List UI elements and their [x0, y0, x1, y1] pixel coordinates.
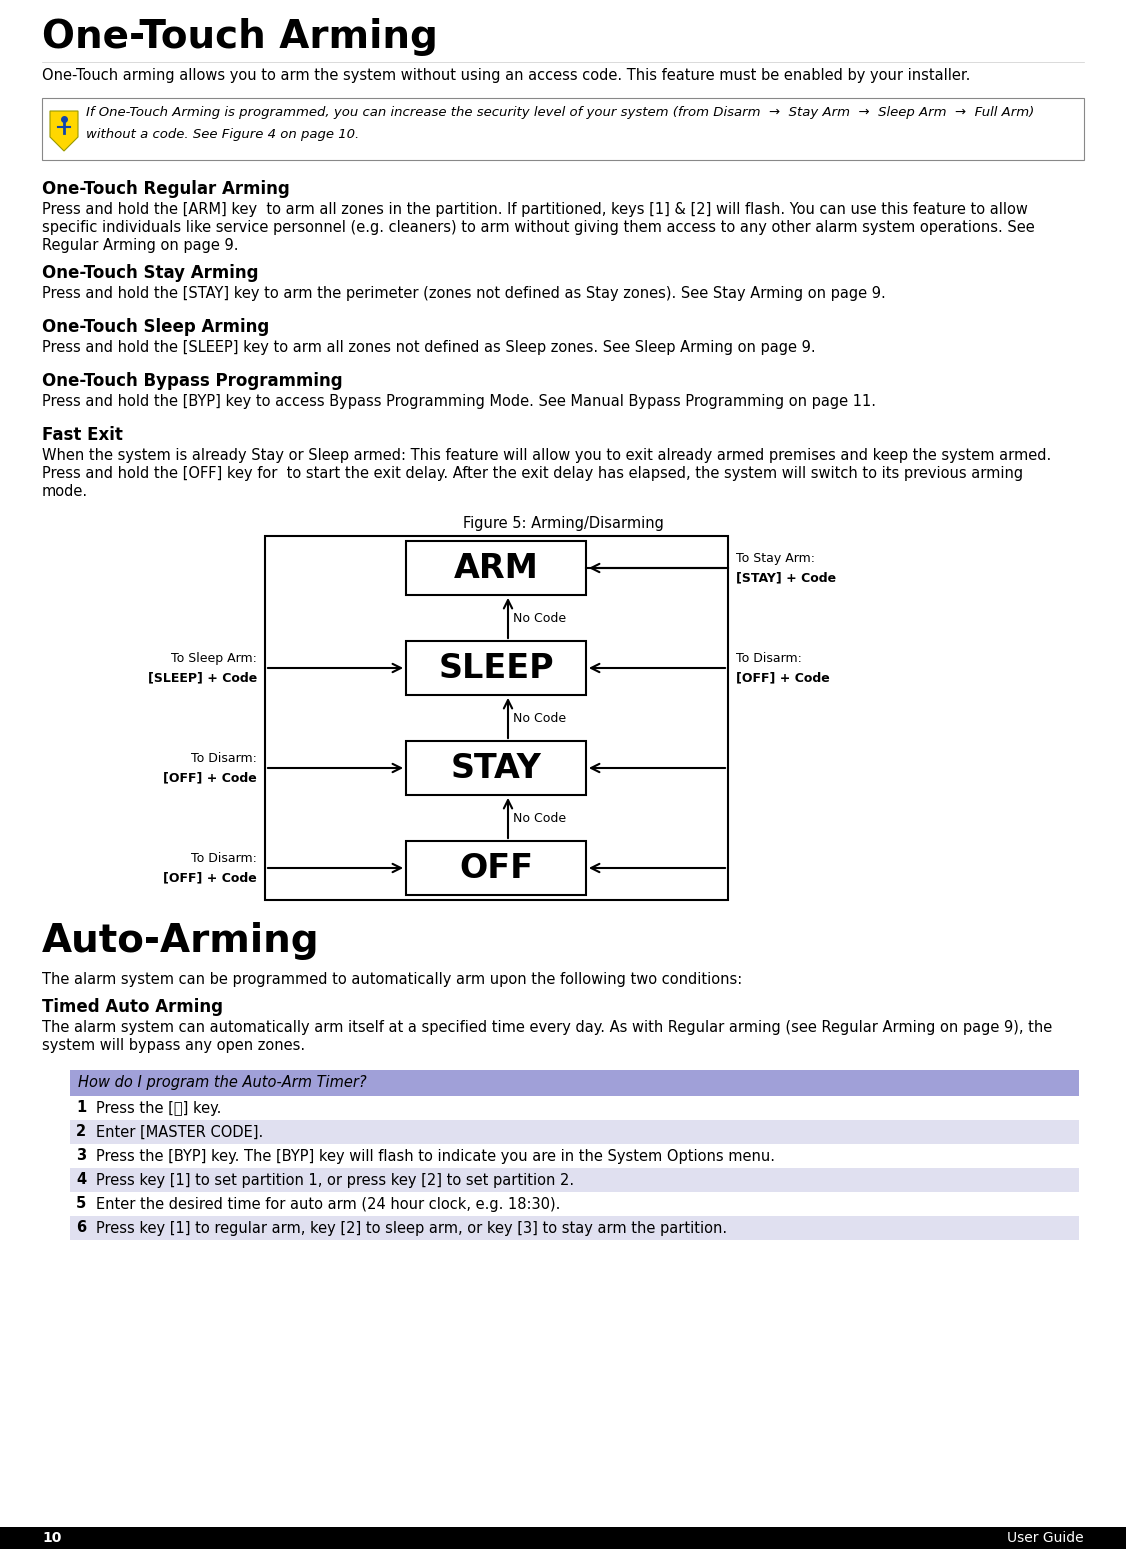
Bar [70, 1120, 1079, 1145]
Bar [70, 1097, 92, 1120]
Text: One-Touch Arming: One-Touch Arming [42, 19, 438, 56]
Text: The alarm system can be programmed to automatically arm upon the following two c: The alarm system can be programmed to au… [42, 973, 742, 987]
Bar [70, 1193, 92, 1216]
Text: 6: 6 [75, 1221, 86, 1236]
Bar [70, 1216, 92, 1241]
Text: How do I program the Auto-Arm Timer?: How do I program the Auto-Arm Timer? [78, 1075, 367, 1090]
Bar [70, 1097, 1079, 1120]
Text: Regular Arming on page 9.: Regular Arming on page 9. [42, 239, 239, 252]
Text: To Disarm:: To Disarm: [191, 852, 257, 864]
Text: mode.: mode. [42, 483, 88, 499]
Polygon shape [50, 112, 78, 150]
Text: Timed Auto Arming: Timed Auto Arming [42, 998, 223, 1016]
Text: To Disarm:: To Disarm: [191, 751, 257, 765]
Text: No Code: No Code [513, 612, 566, 624]
Text: 10: 10 [42, 1530, 62, 1544]
Bar [70, 1168, 92, 1193]
Text: To Stay Arm:: To Stay Arm: [736, 551, 815, 564]
Text: If One-Touch Arming is programmed, you can increase the security level of your s: If One-Touch Arming is programmed, you c… [86, 105, 1035, 119]
Text: Fast Exit: Fast Exit [42, 426, 123, 445]
Text: specific individuals like service personnel (e.g. cleaners) to arm without givin: specific individuals like service person… [42, 220, 1035, 235]
Text: To Sleep Arm:: To Sleep Arm: [171, 652, 257, 665]
Text: Press the [BYP] key. The [BYP] key will flash to indicate you are in the System : Press the [BYP] key. The [BYP] key will … [96, 1148, 775, 1163]
Text: Figure 5: Arming/Disarming: Figure 5: Arming/Disarming [463, 516, 663, 531]
Text: [SLEEP] + Code: [SLEEP] + Code [148, 672, 257, 685]
Text: OFF: OFF [459, 852, 533, 884]
Bar [70, 1145, 1079, 1168]
Text: 5: 5 [75, 1196, 86, 1211]
Text: Press the [⏻] key.: Press the [⏻] key. [96, 1100, 222, 1115]
Text: To Disarm:: To Disarm: [736, 652, 802, 665]
Bar [70, 1193, 1079, 1216]
Text: without a code. See Figure 4 on page 10.: without a code. See Figure 4 on page 10. [86, 129, 359, 141]
Text: No Code: No Code [513, 711, 566, 725]
Text: [OFF] + Code: [OFF] + Code [163, 872, 257, 884]
Text: SLEEP: SLEEP [438, 652, 554, 685]
Text: [OFF] + Code: [OFF] + Code [163, 771, 257, 784]
Text: Enter the desired time for auto arm (24 hour clock, e.g. 18:30).: Enter the desired time for auto arm (24 … [96, 1196, 561, 1211]
Text: Press and hold the [STAY] key to arm the perimeter (zones not defined as Stay zo: Press and hold the [STAY] key to arm the… [42, 287, 886, 301]
Text: Press key [1] to regular arm, key [2] to sleep arm, or key [3] to stay arm the p: Press key [1] to regular arm, key [2] to… [96, 1221, 727, 1236]
Text: 3: 3 [75, 1148, 86, 1163]
Bar [70, 1070, 1079, 1097]
Text: Enter [MASTER CODE].: Enter [MASTER CODE]. [96, 1125, 263, 1140]
FancyBboxPatch shape [42, 98, 1084, 160]
Text: Auto-Arming: Auto-Arming [42, 922, 320, 960]
Text: One-Touch Bypass Programming: One-Touch Bypass Programming [42, 372, 342, 390]
Bar [70, 1168, 1079, 1193]
Text: One-Touch arming allows you to arm the system without using an access code. This: One-Touch arming allows you to arm the s… [42, 68, 971, 84]
Text: Press and hold the [BYP] key to access Bypass Programming Mode. See Manual Bypas: Press and hold the [BYP] key to access B… [42, 393, 876, 409]
Text: No Code: No Code [513, 812, 566, 824]
Text: Press key [1] to set partition 1, or press key [2] to set partition 2.: Press key [1] to set partition 1, or pre… [96, 1173, 574, 1188]
Text: [STAY] + Code: [STAY] + Code [736, 572, 837, 584]
Bar [70, 1145, 92, 1168]
Bar [406, 841, 586, 895]
Text: Press and hold the [OFF] key for  to start the exit delay. After the exit delay : Press and hold the [OFF] key for to star… [42, 466, 1024, 482]
Text: When the system is already Stay or Sleep armed: This feature will allow you to e: When the system is already Stay or Sleep… [42, 448, 1052, 463]
Bar [406, 641, 586, 696]
Text: STAY: STAY [450, 751, 542, 784]
Bar [265, 536, 729, 900]
Bar [406, 541, 586, 595]
Text: The alarm system can automatically arm itself at a specified time every day. As : The alarm system can automatically arm i… [42, 1019, 1053, 1035]
Bar [406, 740, 586, 795]
Text: Press and hold the [ARM] key  to arm all zones in the partition. If partitioned,: Press and hold the [ARM] key to arm all … [42, 201, 1028, 217]
Text: ARM: ARM [454, 551, 538, 584]
Bar [70, 1216, 1079, 1241]
Text: 2: 2 [75, 1125, 86, 1140]
Bar [70, 1120, 92, 1145]
Text: One-Touch Sleep Arming: One-Touch Sleep Arming [42, 318, 269, 336]
Bar [0, 1527, 1126, 1549]
Text: One-Touch Stay Arming: One-Touch Stay Arming [42, 263, 259, 282]
Text: [OFF] + Code: [OFF] + Code [736, 672, 830, 685]
Text: 4: 4 [75, 1173, 86, 1188]
Text: system will bypass any open zones.: system will bypass any open zones. [42, 1038, 305, 1053]
Text: One-Touch Regular Arming: One-Touch Regular Arming [42, 180, 289, 198]
Text: 1: 1 [75, 1100, 86, 1115]
Text: Press and hold the [SLEEP] key to arm all zones not defined as Sleep zones. See : Press and hold the [SLEEP] key to arm al… [42, 339, 815, 355]
Text: User Guide: User Guide [1008, 1530, 1084, 1544]
